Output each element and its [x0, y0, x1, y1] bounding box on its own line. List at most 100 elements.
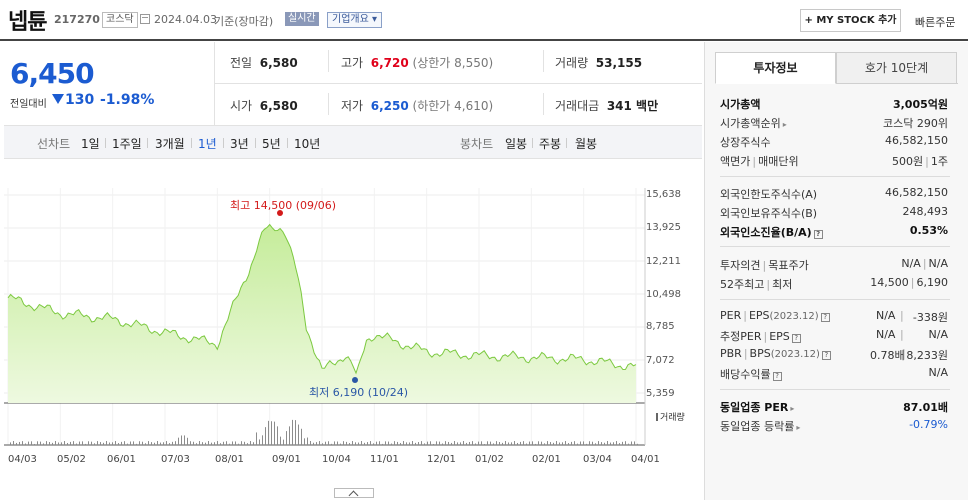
cap-rank-row: 시가총액순위 ▸ 코스닥 290위	[720, 117, 948, 130]
volume-bar	[544, 443, 545, 445]
info-tabs: 투자정보 호가 10단계	[715, 52, 958, 84]
investment-info-panel: 투자정보 호가 10단계 시가총액 3,005억원 시가총액순위 ▸ 코스닥 290위…	[704, 42, 968, 500]
volume-bar	[505, 441, 506, 445]
volume-bar	[307, 437, 308, 445]
volume-bar	[565, 441, 566, 445]
y-tick: 15,638	[646, 189, 681, 200]
volume-bar	[634, 441, 635, 445]
x-tick: 05/02	[57, 454, 86, 465]
volume-bar	[388, 441, 389, 445]
w52-row: 52주최고 | 최저 14,500 | 6,190	[720, 276, 948, 291]
volume-bar	[196, 443, 197, 445]
period-1w[interactable]: 1주일	[112, 137, 142, 151]
volume-bar	[244, 441, 245, 445]
volume-bar	[124, 441, 125, 445]
day-high: 고가 6,720 (상한가 8,550)	[341, 56, 494, 70]
volume-bar	[214, 442, 215, 445]
volume-bar	[436, 441, 437, 445]
candle-daily[interactable]: 일봉	[505, 137, 528, 151]
tab-investment-info[interactable]: 투자정보	[715, 52, 836, 84]
caret-right-icon[interactable]: ▸	[796, 423, 801, 432]
volume-bar	[277, 426, 278, 445]
help-icon[interactable]: ?	[772, 372, 782, 381]
low-annotation: 최저 6,190 (10/24)	[309, 386, 409, 399]
volume-bar	[175, 441, 176, 445]
volume-bar	[526, 443, 527, 445]
volume-bar	[262, 435, 263, 445]
volume-bar	[628, 443, 629, 445]
price-chart[interactable]	[0, 160, 702, 500]
volume-bar	[550, 442, 551, 445]
help-icon[interactable]: ?	[813, 230, 823, 239]
candle-weekly[interactable]: 주봉	[539, 137, 562, 151]
volume-bar	[85, 443, 86, 445]
volume-bar	[580, 441, 581, 445]
volume-bar	[223, 441, 224, 445]
volume-bar	[403, 441, 404, 445]
pbr-bps-row: PBR | BPS(2023.12)? 0.78배 | 8,233원	[720, 347, 948, 362]
calendar-icon	[140, 14, 150, 24]
x-tick: 09/01	[272, 454, 301, 465]
volume-bar	[190, 441, 191, 445]
volume-bar	[430, 441, 431, 445]
volume-bar	[280, 436, 281, 445]
volume-bar	[469, 441, 470, 445]
help-icon[interactable]: ?	[820, 313, 830, 322]
volume-bar	[637, 443, 638, 445]
caret-right-icon[interactable]: ▸	[790, 404, 795, 413]
help-icon[interactable]: ?	[821, 351, 831, 360]
volume-bar	[115, 441, 116, 445]
x-tick: 01/02	[475, 454, 504, 465]
collapse-chart-button[interactable]	[334, 488, 374, 498]
company-info-dropdown[interactable]: 기업개요 ▾	[327, 12, 382, 28]
volume-bar	[58, 442, 59, 445]
volume-bar	[268, 420, 269, 445]
volume-bar	[553, 442, 554, 445]
volume-bar	[211, 442, 212, 445]
x-tick: 06/01	[107, 454, 136, 465]
period-1d[interactable]: 1일	[81, 137, 100, 151]
period-10y[interactable]: 10년	[294, 137, 321, 151]
period-3m[interactable]: 3개월	[155, 137, 185, 151]
x-tick: 04/03	[8, 454, 37, 465]
volume-bar	[250, 441, 251, 445]
y-tick: 13,925	[646, 222, 681, 233]
volume-bar	[97, 441, 98, 445]
volume-bar	[406, 442, 407, 445]
industry-per-row: 동일업종 PER ▸ 87.01배	[720, 401, 948, 414]
divider	[543, 50, 544, 72]
volume-bar	[604, 442, 605, 445]
period-1y[interactable]: 1년	[198, 137, 217, 151]
caret-right-icon[interactable]: ▸	[782, 120, 787, 129]
volume-bar	[40, 441, 41, 445]
high-annotation: 최고 14,500 (09/06)	[230, 199, 337, 212]
help-icon[interactable]: ?	[791, 334, 801, 343]
volume-bar	[382, 443, 383, 445]
y-tick: 12,211	[646, 256, 681, 267]
price-line	[7, 223, 637, 375]
quick-order-link[interactable]: 빠른주문	[915, 16, 956, 29]
volume-bar	[247, 443, 248, 445]
volume-bar	[424, 443, 425, 445]
add-mystock-button[interactable]: + MY STOCK 추가	[800, 9, 901, 32]
candle-monthly[interactable]: 월봉	[575, 137, 598, 151]
price-area	[8, 224, 636, 403]
tab-orderbook-10[interactable]: 호가 10단계	[836, 52, 957, 84]
volume-bar	[529, 441, 530, 445]
stock-header: 넵튠 217270 코스닥 2024.04.03 기준(장마감) 실시간 기업개…	[0, 0, 968, 40]
realtime-button[interactable]: 실시간	[285, 12, 319, 26]
divider	[720, 299, 950, 300]
volume-bar	[556, 441, 557, 445]
period-5y[interactable]: 5년	[262, 137, 281, 151]
volume-bar	[490, 441, 491, 445]
divider	[328, 50, 329, 72]
volume-bar	[133, 441, 134, 445]
volume-bar	[397, 441, 398, 445]
volume-bar	[52, 442, 53, 445]
volume-bar	[346, 441, 347, 445]
volume-bar	[79, 441, 80, 445]
volume-bar	[121, 441, 122, 445]
divider	[720, 389, 950, 390]
period-3y[interactable]: 3년	[230, 137, 249, 151]
volume-bar	[112, 442, 113, 445]
